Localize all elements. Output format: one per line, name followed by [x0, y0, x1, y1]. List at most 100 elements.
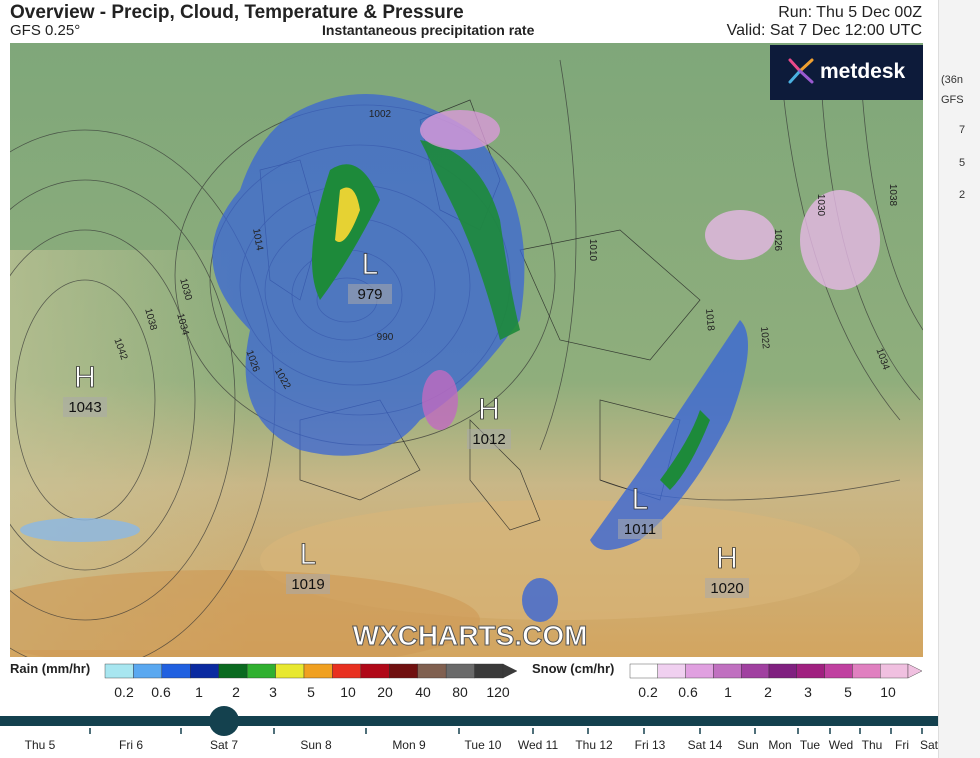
legend-tick: 5 — [844, 684, 852, 700]
isobar-label: 1026 — [772, 229, 783, 252]
timeline-day: Sat 14 — [688, 738, 723, 752]
pressure-letter: H — [478, 393, 500, 426]
legend-tick: 1 — [724, 684, 732, 700]
timeline-day: Sun — [737, 738, 758, 752]
pressure-letter: H — [716, 542, 738, 575]
legend-swatch — [161, 663, 191, 679]
valid-time: Valid: Sat 7 Dec 12:00 UTC — [726, 22, 922, 39]
legend-tick: 0.6 — [151, 684, 171, 700]
pressure-value: 1019 — [291, 576, 324, 593]
side-text: 7 — [959, 124, 966, 136]
legend-swatch — [852, 663, 881, 679]
legend-swatch — [796, 663, 825, 679]
isobar-label: 1030 — [815, 194, 826, 217]
side-panel: (36n GFS 7 5 2 — [938, 0, 980, 758]
pressure-value: 1011 — [624, 521, 656, 538]
logo-text: metdesk — [820, 60, 906, 83]
side-text: (36n — [941, 74, 964, 86]
map-layers — [10, 59, 923, 657]
legend-tick: 0.6 — [678, 684, 698, 700]
timeline-day: Mon 9 — [392, 738, 426, 752]
timeline-day: Fri 13 — [635, 738, 666, 752]
pressure-value: 1012 — [472, 431, 505, 448]
legend-swatch — [275, 663, 305, 679]
legend-swatch — [417, 663, 447, 679]
pressure-letter: L — [362, 248, 379, 281]
pressure-label-box — [467, 429, 511, 449]
legend-tick: 120 — [486, 684, 510, 700]
timeline-handle[interactable] — [209, 706, 239, 736]
legend-label: Snow (cm/hr) — [532, 661, 614, 676]
timeline-day: Thu 12 — [575, 738, 613, 752]
legend-swatch — [768, 663, 797, 679]
pressure-label-box — [618, 519, 662, 539]
legend-swatch — [629, 663, 658, 679]
isobar-label: 990 — [377, 332, 394, 343]
legend-tick: 10 — [880, 684, 896, 700]
pressure-letter: L — [632, 483, 649, 516]
legend-tick: 0.2 — [638, 684, 658, 700]
pressure-letter: H — [74, 361, 96, 394]
timeline-day: Sat — [920, 738, 938, 752]
legend-swatch — [880, 663, 909, 679]
legend-swatch — [303, 663, 333, 679]
legend-tick: 2 — [764, 684, 772, 700]
timeline-day: Wed 11 — [518, 738, 559, 752]
side-text: 5 — [959, 157, 966, 169]
pressure-value: 979 — [357, 286, 382, 303]
legend-swatch — [246, 663, 276, 679]
legend-tick: 3 — [269, 684, 277, 700]
legend-swatch — [741, 663, 770, 679]
isobar-label: 1018 — [703, 308, 716, 332]
timeline-day: Thu 5 — [25, 738, 56, 752]
timeline-day: Sun 8 — [300, 738, 332, 752]
map-view: metdesk WXCHARTS.COM H1043L979H1012L1019… — [0, 43, 938, 752]
legend-swatch — [474, 663, 504, 679]
legend-swatch — [445, 663, 475, 679]
timeline-day: Mon — [768, 738, 791, 752]
subtitle: Instantaneous precipitation rate — [322, 22, 535, 38]
pressure-letter: L — [300, 538, 317, 571]
side-text: GFS — [941, 94, 964, 106]
legend-swatch — [104, 663, 134, 679]
pressure-label-box — [63, 397, 107, 417]
timeline-day: Fri — [895, 738, 909, 752]
legend-arrow — [907, 663, 923, 679]
isobar-label: 1022 — [758, 326, 771, 350]
logo-box — [770, 45, 923, 100]
isobar-label: 1002 — [369, 109, 392, 120]
legend-arrow — [502, 663, 518, 679]
model: GFS 0.25° — [10, 22, 81, 39]
legend-tick: 80 — [452, 684, 468, 700]
timeline-day: Fri 6 — [119, 738, 143, 752]
legend-swatch — [657, 663, 686, 679]
legend-swatch — [360, 663, 390, 679]
pressure-label-box — [286, 574, 330, 594]
legend-tick: 40 — [415, 684, 431, 700]
isobar-label: 1038 — [887, 184, 898, 207]
logo-icon — [788, 58, 814, 84]
timeline-day: Wed — [829, 738, 853, 752]
timeline-day: Tue — [800, 738, 821, 752]
pressure-value: 1020 — [710, 580, 743, 597]
legend-swatch — [218, 663, 248, 679]
legend-swatch — [133, 663, 163, 679]
legend-tick: 5 — [307, 684, 315, 700]
legend-swatch — [713, 663, 742, 679]
isobar-label: 1010 — [587, 239, 598, 262]
timeline-day: Sat 7 — [210, 738, 238, 752]
pressure-value: 1043 — [68, 399, 101, 416]
pressure-label-box — [348, 284, 392, 304]
timeline-day: Tue 10 — [465, 738, 502, 752]
timeline-day: Thu — [862, 738, 883, 752]
precipitation — [20, 94, 880, 622]
isobar-label: 1014 — [250, 228, 265, 252]
legend-swatch — [685, 663, 714, 679]
legend-tick: 0.2 — [114, 684, 134, 700]
legend-swatch — [824, 663, 853, 679]
legend-tick: 10 — [340, 684, 356, 700]
run-time: Run: Thu 5 Dec 00Z — [778, 4, 922, 21]
legend-swatch — [389, 663, 418, 679]
legend-tick: 2 — [232, 684, 240, 700]
